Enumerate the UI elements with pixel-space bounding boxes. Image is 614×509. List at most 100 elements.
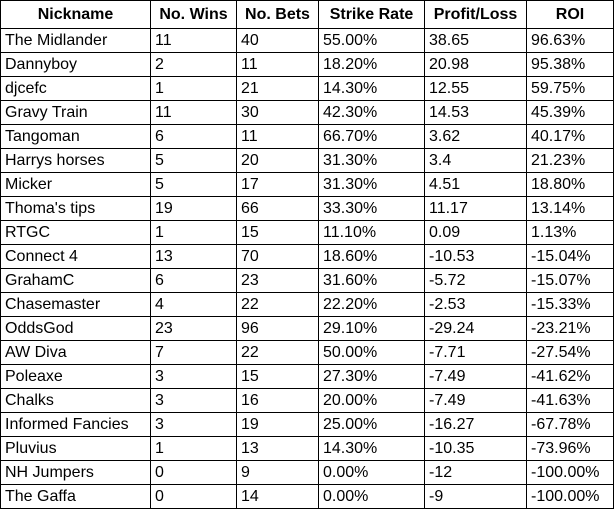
table-cell: 16 bbox=[236, 388, 319, 413]
table-cell: Pluvius bbox=[0, 436, 151, 461]
table-cell: 3.4 bbox=[424, 148, 527, 173]
table-cell: 11 bbox=[236, 124, 319, 149]
header-cell: Nickname bbox=[0, 0, 151, 29]
table-cell: 6 bbox=[150, 124, 237, 149]
table-cell: 11 bbox=[150, 28, 237, 53]
table-cell: 22.20% bbox=[318, 292, 425, 317]
table-cell: 23 bbox=[150, 316, 237, 341]
table-cell: 20.98 bbox=[424, 52, 527, 77]
table-cell: 33.30% bbox=[318, 196, 425, 221]
table-cell: 0.09 bbox=[424, 220, 527, 245]
table-cell: 19 bbox=[236, 412, 319, 437]
table-row: NH Jumpers 0 9 0.00% -12 -100.00% bbox=[0, 460, 614, 485]
table-cell: 21 bbox=[236, 76, 319, 101]
table-cell: 15 bbox=[236, 220, 319, 245]
table-cell: GrahamC bbox=[0, 268, 151, 293]
table-cell: 21.23% bbox=[526, 148, 614, 173]
table-cell: 27.30% bbox=[318, 364, 425, 389]
table-cell: 23 bbox=[236, 268, 319, 293]
table-cell: 1 bbox=[150, 436, 237, 461]
table-cell: 18.80% bbox=[526, 172, 614, 197]
table-cell: Connect 4 bbox=[0, 244, 151, 269]
table-cell: Informed Fancies bbox=[0, 412, 151, 437]
table-cell: 12.55 bbox=[424, 76, 527, 101]
table-cell: 0 bbox=[150, 460, 237, 485]
table-row: Chalks 3 16 20.00% -7.49 -41.63% bbox=[0, 388, 614, 413]
table-cell: 11.17 bbox=[424, 196, 527, 221]
header-cell: Profit/Loss bbox=[424, 0, 527, 29]
table-cell: 9 bbox=[236, 460, 319, 485]
table-cell: -67.78% bbox=[526, 412, 614, 437]
table-cell: 14.53 bbox=[424, 100, 527, 125]
table-row: Thoma's tips 19 66 33.30% 11.17 13.14% bbox=[0, 196, 614, 221]
table-cell: 0 bbox=[150, 484, 237, 509]
table-cell: 5 bbox=[150, 172, 237, 197]
table-cell: 14 bbox=[236, 484, 319, 509]
table-cell: 0.00% bbox=[318, 460, 425, 485]
table-cell: 18.60% bbox=[318, 244, 425, 269]
header-cell: No. Wins bbox=[150, 0, 237, 29]
table-cell: -7.49 bbox=[424, 388, 527, 413]
table-cell: 3 bbox=[150, 388, 237, 413]
table-cell: The Midlander bbox=[0, 28, 151, 53]
table-cell: 30 bbox=[236, 100, 319, 125]
table-cell: 55.00% bbox=[318, 28, 425, 53]
header-row: Nickname No. Wins No. Bets Strike Rate Profi… bbox=[0, 0, 614, 29]
table-cell: 96.63% bbox=[526, 28, 614, 53]
table-cell: 70 bbox=[236, 244, 319, 269]
table-cell: 20.00% bbox=[318, 388, 425, 413]
table-row: AW Diva 7 22 50.00% -7.71 -27.54% bbox=[0, 340, 614, 365]
table-cell: -5.72 bbox=[424, 268, 527, 293]
table-cell: 40 bbox=[236, 28, 319, 53]
table-row: Gravy Train 11 30 42.30% 14.53 45.39% bbox=[0, 100, 614, 125]
table-row: The Gaffa 0 14 0.00% -9 -100.00% bbox=[0, 484, 614, 509]
table-row: Dannyboy 2 11 18.20% 20.98 95.38% bbox=[0, 52, 614, 77]
table-cell: 42.30% bbox=[318, 100, 425, 125]
table-cell: 96 bbox=[236, 316, 319, 341]
table-cell: 3 bbox=[150, 412, 237, 437]
table-cell: Micker bbox=[0, 172, 151, 197]
table-cell: AW Diva bbox=[0, 340, 151, 365]
table-cell: -41.63% bbox=[526, 388, 614, 413]
table-cell: 6 bbox=[150, 268, 237, 293]
table-cell: 14.30% bbox=[318, 76, 425, 101]
table-cell: -15.33% bbox=[526, 292, 614, 317]
table-cell: 20 bbox=[236, 148, 319, 173]
table-row: Micker 5 17 31.30% 4.51 18.80% bbox=[0, 172, 614, 197]
table-row: Poleaxe 3 15 27.30% -7.49 -41.62% bbox=[0, 364, 614, 389]
table-cell: 66 bbox=[236, 196, 319, 221]
table-cell: 13 bbox=[236, 436, 319, 461]
table-cell: Thoma's tips bbox=[0, 196, 151, 221]
table-cell: 22 bbox=[236, 292, 319, 317]
table-cell: 66.70% bbox=[318, 124, 425, 149]
table-cell: 31.30% bbox=[318, 172, 425, 197]
table-cell: -9 bbox=[424, 484, 527, 509]
table-cell: 13 bbox=[150, 244, 237, 269]
header-cell: No. Bets bbox=[236, 0, 319, 29]
table-cell: Harrys horses bbox=[0, 148, 151, 173]
table-cell: 0.00% bbox=[318, 484, 425, 509]
table-cell: -10.53 bbox=[424, 244, 527, 269]
table-cell: 25.00% bbox=[318, 412, 425, 437]
table-row: Harrys horses 5 20 31.30% 3.4 21.23% bbox=[0, 148, 614, 173]
table-cell: -41.62% bbox=[526, 364, 614, 389]
table-cell: 31.60% bbox=[318, 268, 425, 293]
table-cell: 17 bbox=[236, 172, 319, 197]
table-cell: 1.13% bbox=[526, 220, 614, 245]
table-cell: -27.54% bbox=[526, 340, 614, 365]
table-cell: -12 bbox=[424, 460, 527, 485]
table-row: OddsGod 23 96 29.10% -29.24 -23.21% bbox=[0, 316, 614, 341]
table-cell: -100.00% bbox=[526, 484, 614, 509]
table-cell: 18.20% bbox=[318, 52, 425, 77]
table-cell: 3.62 bbox=[424, 124, 527, 149]
table-cell: The Gaffa bbox=[0, 484, 151, 509]
table-cell: -100.00% bbox=[526, 460, 614, 485]
table-cell: 14.30% bbox=[318, 436, 425, 461]
table-cell: NH Jumpers bbox=[0, 460, 151, 485]
table-cell: RTGC bbox=[0, 220, 151, 245]
table-cell: Chasemaster bbox=[0, 292, 151, 317]
table-row: The Midlander 11 40 55.00% 38.65 96.63% bbox=[0, 28, 614, 53]
table-cell: -16.27 bbox=[424, 412, 527, 437]
table-cell: -15.04% bbox=[526, 244, 614, 269]
